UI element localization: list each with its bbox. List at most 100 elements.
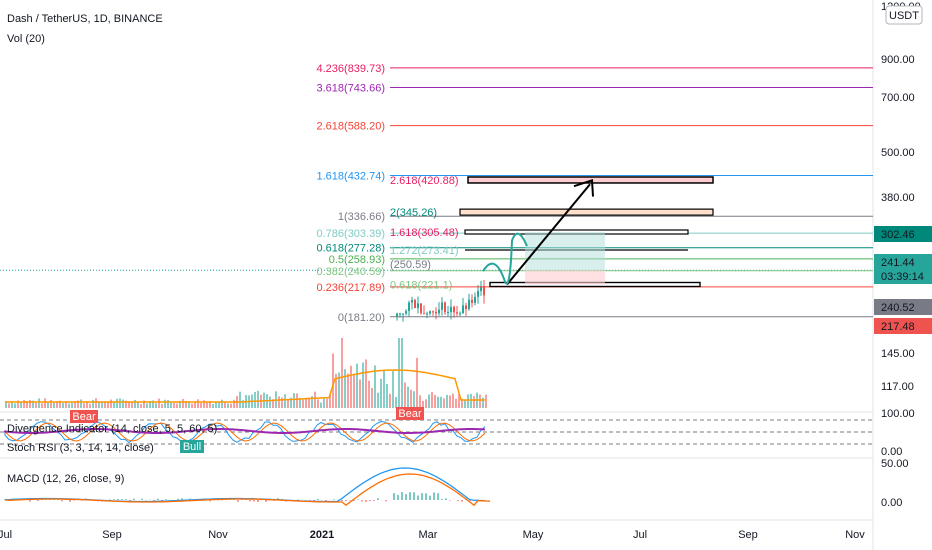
candle-body bbox=[441, 302, 443, 310]
volume-bar bbox=[32, 400, 34, 408]
fib-left-label: 0.786(303.39) bbox=[317, 228, 386, 240]
grid bbox=[0, 0, 874, 550]
macd-histogram-bar bbox=[353, 500, 355, 501]
candle-body bbox=[483, 286, 485, 296]
volume-bar bbox=[413, 391, 415, 408]
volume-bar bbox=[113, 402, 115, 408]
volume-bar bbox=[170, 402, 172, 408]
volume-bar bbox=[359, 379, 361, 408]
volume-ma-line bbox=[5, 369, 485, 403]
volume-bar bbox=[431, 391, 433, 408]
volume-bar bbox=[485, 394, 487, 408]
macd-histogram-bar bbox=[345, 500, 347, 502]
volume-bar bbox=[179, 400, 181, 408]
macd-histogram-bar bbox=[121, 499, 123, 500]
candle-body bbox=[417, 303, 419, 309]
macd-histogram-bar bbox=[161, 500, 163, 501]
macd-histogram-bar bbox=[129, 500, 131, 502]
fib-left-label: 2.618(588.20) bbox=[317, 121, 386, 133]
long-target-zone bbox=[525, 232, 605, 271]
price-tick-label: 117.00 bbox=[881, 381, 914, 393]
stoch-label: Stoch RSI (3, 3, 14, 14, close) bbox=[7, 442, 154, 454]
volume-bar bbox=[212, 403, 214, 408]
volume-bar bbox=[467, 394, 469, 408]
time-axis[interactable]: Jul Sep Nov 2021 Mar May Jul Sep Nov bbox=[0, 529, 865, 541]
macd-label: MACD (12, 26, close, 9) bbox=[7, 473, 124, 485]
macd-histogram-bar bbox=[457, 500, 459, 502]
macd-histogram-bar bbox=[425, 493, 427, 500]
volume-bar bbox=[452, 393, 454, 408]
volume-bar bbox=[173, 402, 175, 408]
volume-bar bbox=[104, 401, 106, 408]
volume-bar bbox=[383, 370, 385, 408]
macd-histogram-bar bbox=[469, 500, 471, 502]
bear-tag-1-text: Bear bbox=[72, 411, 96, 423]
volume-bar bbox=[239, 391, 241, 408]
bull-tag bbox=[180, 440, 204, 453]
volume-bar bbox=[341, 338, 343, 408]
macd-histogram-bar bbox=[333, 499, 335, 500]
volume-bar bbox=[428, 394, 430, 408]
macd-histogram-bar bbox=[113, 499, 115, 500]
candle-body bbox=[432, 311, 434, 313]
volume-bar bbox=[65, 401, 67, 408]
macd-histogram-bar bbox=[429, 495, 431, 500]
volume-bar bbox=[227, 403, 229, 408]
fib-left-label: 0(181.20) bbox=[338, 312, 385, 324]
volume-bar bbox=[188, 402, 190, 408]
price-axis[interactable]: 1200.00900.00700.00500.00380.00145.00117… bbox=[874, 1, 932, 509]
volume-bar bbox=[167, 400, 169, 408]
volume-bar bbox=[209, 401, 211, 408]
volume-bar bbox=[461, 398, 463, 408]
volume-bar bbox=[98, 401, 100, 408]
volume-bar bbox=[440, 396, 442, 408]
candle-body bbox=[411, 299, 413, 303]
macd-histogram-bar bbox=[309, 500, 311, 501]
volume-bar bbox=[437, 396, 439, 408]
volume-bar bbox=[479, 394, 481, 408]
volume-bar bbox=[62, 403, 64, 408]
macd-histogram-bar bbox=[253, 500, 255, 502]
macd-histogram-bar bbox=[377, 498, 379, 500]
candle-body bbox=[444, 302, 446, 313]
volume-bar bbox=[86, 401, 88, 408]
volume-bar bbox=[323, 398, 325, 408]
volume-bar bbox=[224, 402, 226, 408]
volume-bar bbox=[41, 403, 43, 408]
currency-label: USDT bbox=[889, 10, 919, 22]
osc-tick-label: 100.00 bbox=[881, 408, 915, 420]
volume-bar bbox=[254, 391, 256, 408]
volume-bar bbox=[122, 399, 124, 408]
macd-histogram-bar bbox=[385, 500, 387, 502]
macd-histogram-bar bbox=[177, 498, 179, 500]
macd-histogram-bar bbox=[61, 500, 63, 502]
macd-pane bbox=[4, 467, 491, 507]
candle-body bbox=[420, 303, 422, 314]
macd-tick-label: 50.00 bbox=[881, 458, 909, 470]
divergence-label: Divergence Indicator (14, close, 5, 5, 6… bbox=[7, 423, 217, 435]
price-badge-label: 241.44 bbox=[881, 257, 915, 269]
volume-bar bbox=[8, 403, 10, 408]
projection-arrow bbox=[506, 183, 591, 286]
fib-left-label: 1.618(432.74) bbox=[317, 170, 386, 182]
macd-histogram-bar bbox=[409, 492, 411, 500]
volume-bar bbox=[386, 383, 388, 408]
volume-bar bbox=[11, 401, 13, 408]
volume-bar bbox=[125, 400, 127, 408]
volume-bar bbox=[53, 402, 55, 408]
macd-histogram-bar bbox=[369, 500, 371, 502]
volume-bar bbox=[326, 398, 328, 408]
volume-bar bbox=[221, 399, 223, 408]
volume-bar bbox=[230, 403, 232, 408]
volume-bar bbox=[203, 400, 205, 408]
fib-right-label: 1.618(305.48) bbox=[390, 227, 459, 239]
volume-bar bbox=[152, 400, 154, 408]
price-badge-label: 302.46 bbox=[881, 229, 915, 241]
volume-bar bbox=[344, 369, 346, 408]
fib-left-label: 3.618(743.66) bbox=[317, 83, 386, 95]
currency-button[interactable] bbox=[885, 5, 923, 25]
volume-bar bbox=[332, 353, 334, 408]
divergence-line bbox=[4, 428, 486, 434]
